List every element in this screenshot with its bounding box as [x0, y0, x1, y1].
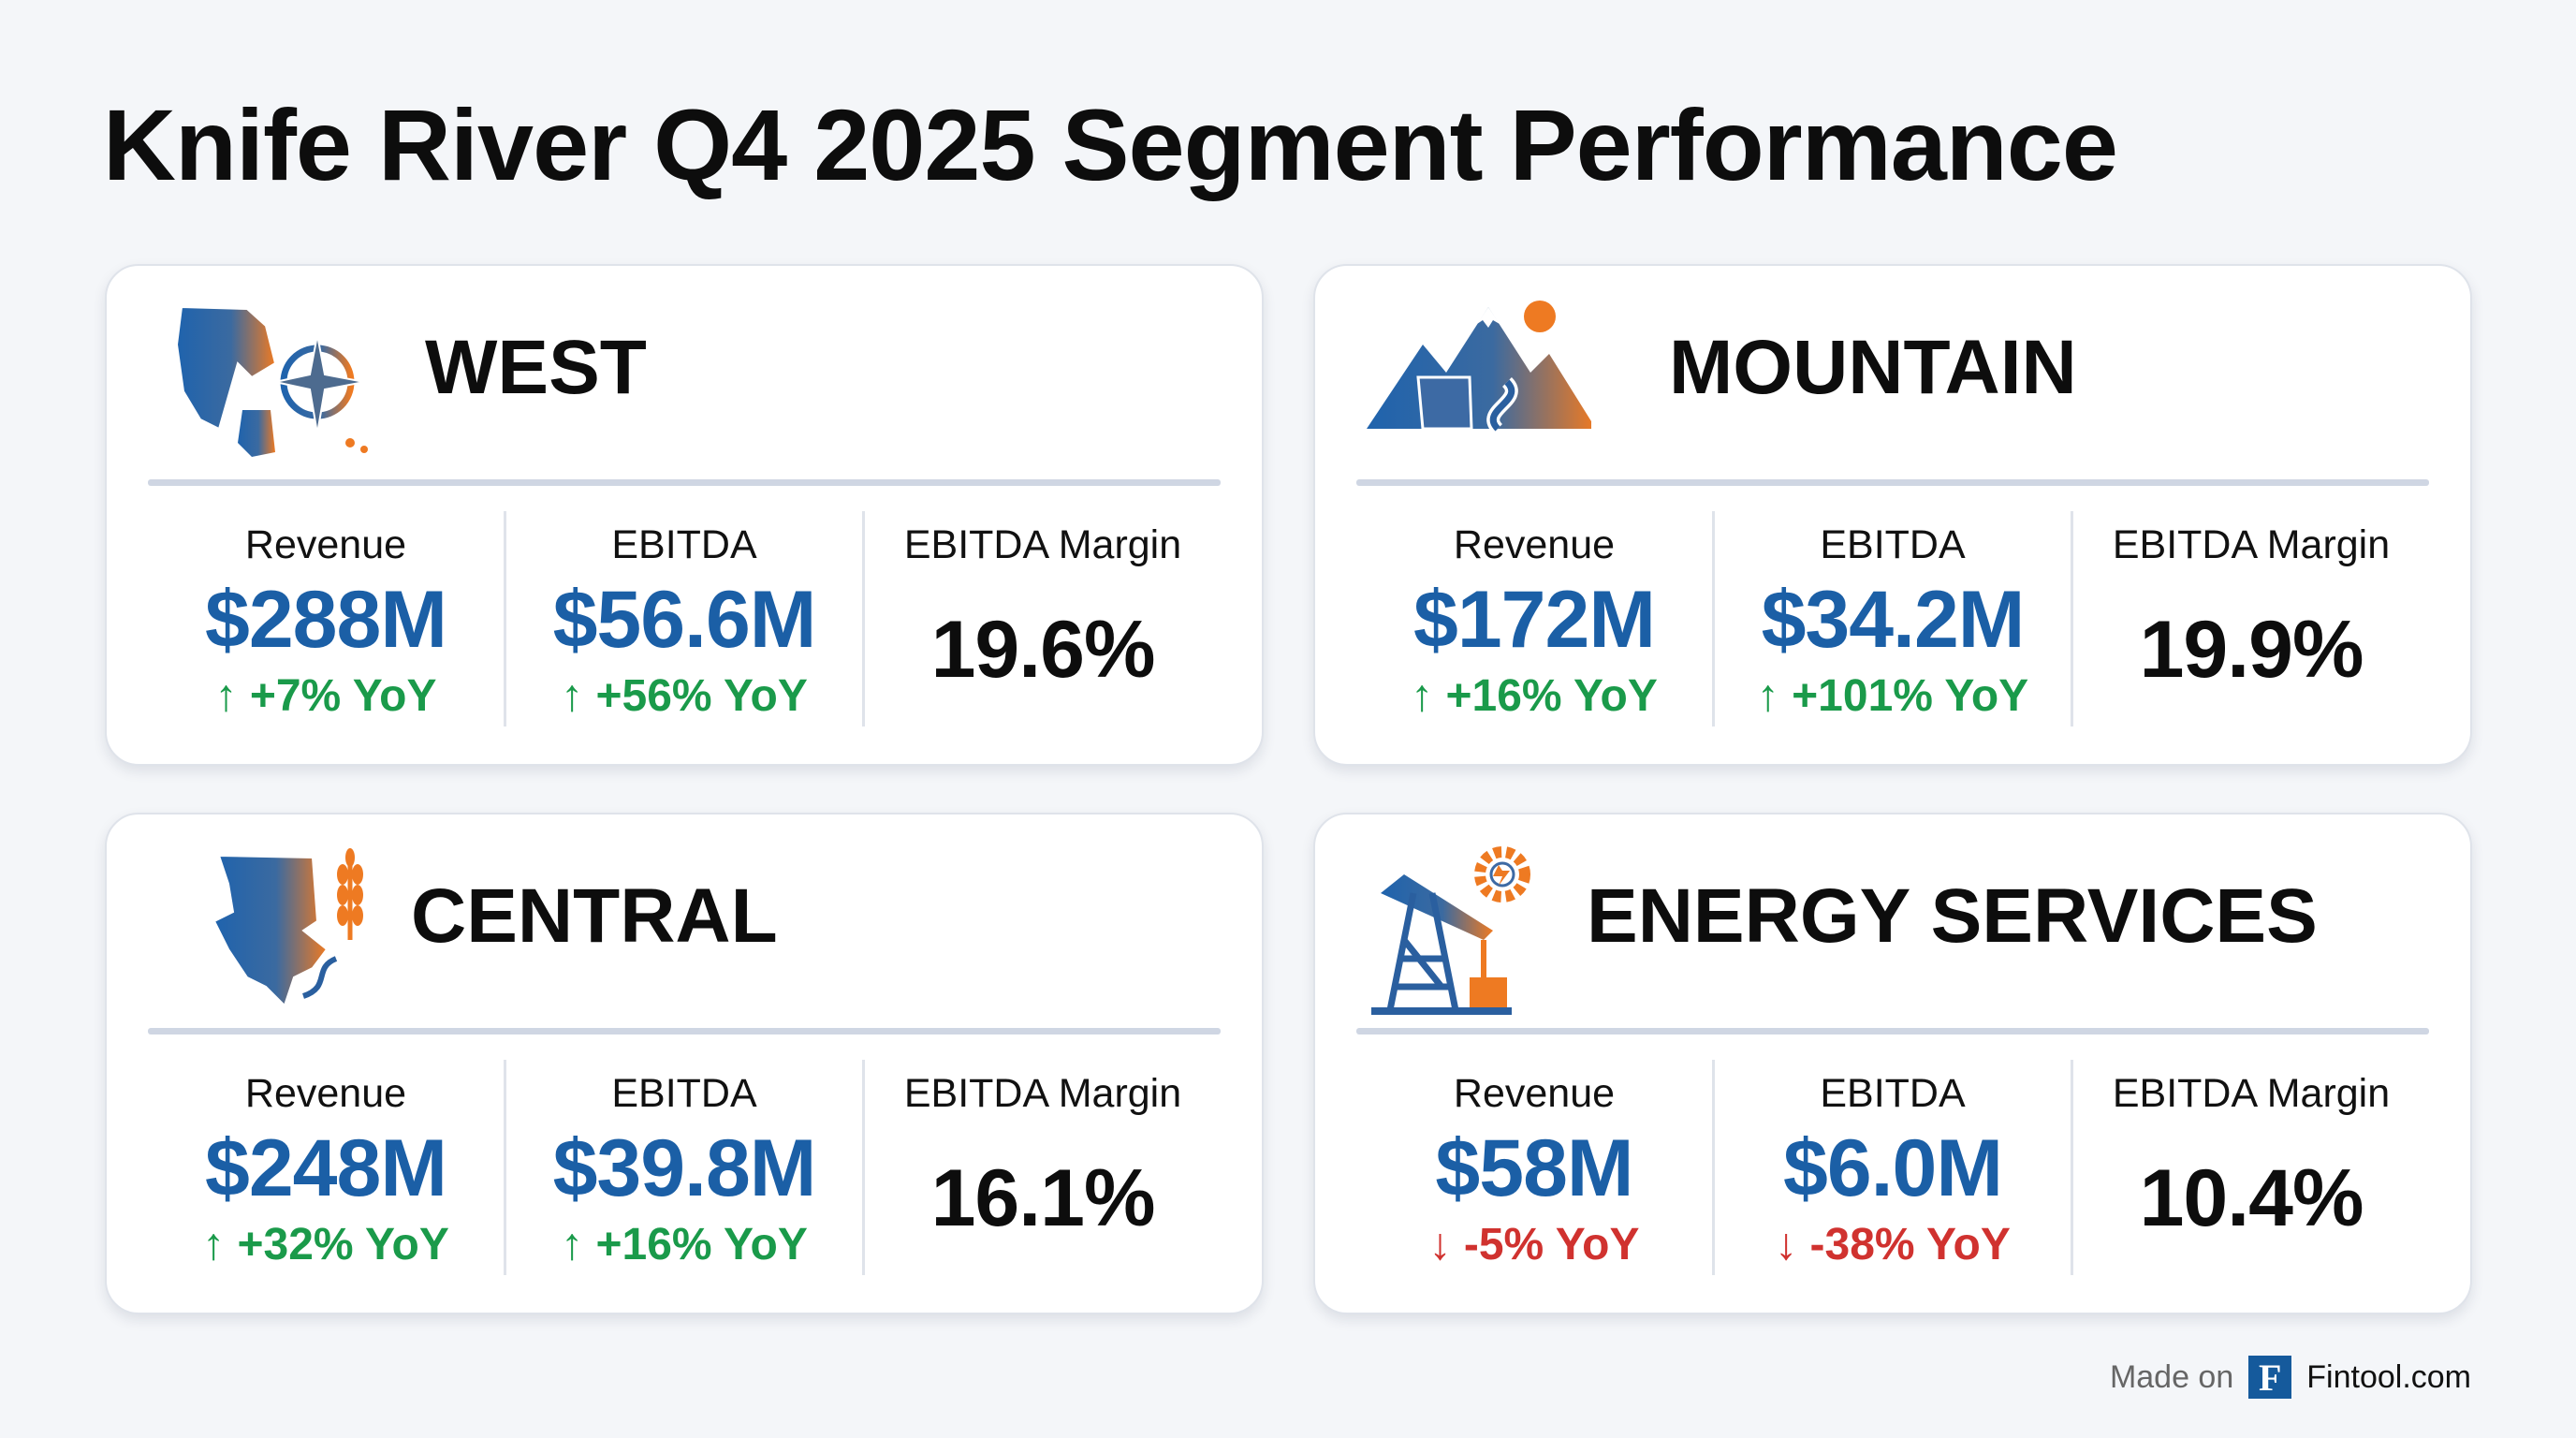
yoy-change: ↓ -38% YoY	[1715, 1219, 2071, 1270]
metric-ebitda: EBITDA $34.2M ↑ +101% YoY	[1712, 511, 2071, 726]
arrow-up-icon: ↑	[1411, 671, 1434, 721]
segment-title: ENERGY SERVICES	[1587, 873, 2318, 959]
metric-value: $248M	[205, 1123, 447, 1213]
metric-ebitda-margin: EBITDA Margin 16.1%	[862, 1060, 1221, 1275]
page-title: Knife River Q4 2025 Segment Performance	[103, 88, 2118, 201]
metric-label: EBITDA	[611, 522, 757, 567]
yoy-text: -5% YoY	[1463, 1220, 1640, 1269]
metric-revenue: Revenue $172M ↑ +16% YoY	[1356, 511, 1712, 726]
arrow-up-icon: ↑	[561, 1220, 584, 1269]
central-map-wheat-icon	[212, 848, 363, 1007]
yoy-change: ↑ +16% YoY	[1356, 670, 1712, 722]
metric-ebitda: EBITDA $56.6M ↑ +56% YoY	[504, 511, 862, 726]
made-on-text: Made on	[2109, 1358, 2234, 1395]
footer-attribution: Made on F Fintool.com	[2110, 1356, 2471, 1399]
metric-label: EBITDA	[611, 1071, 757, 1116]
metric-value: 16.1%	[930, 1153, 1156, 1243]
arrow-down-icon: ↓	[1775, 1220, 1798, 1269]
metric-revenue: Revenue $58M ↓ -5% YoY	[1356, 1060, 1712, 1275]
yoy-text: -38% YoY	[1809, 1220, 2011, 1269]
metric-label: EBITDA Margin	[2112, 1071, 2391, 1116]
metric-ebitda-margin: EBITDA Margin 19.9%	[2071, 511, 2429, 726]
metric-value: $172M	[1413, 575, 1656, 665]
metric-label: Revenue	[244, 1071, 407, 1116]
arrow-up-icon: ↑	[202, 1220, 226, 1269]
metric-revenue: Revenue $288M ↑ +7% YoY	[148, 511, 504, 726]
segment-title: WEST	[425, 325, 647, 410]
segment-title: CENTRAL	[411, 873, 778, 959]
metric-ebitda-margin: EBITDA Margin 10.4%	[2071, 1060, 2429, 1275]
metric-value: 10.4%	[2139, 1153, 2364, 1243]
metric-label: Revenue	[1453, 1071, 1616, 1116]
yoy-text: +101% YoY	[1792, 671, 2029, 721]
divider	[1356, 479, 2429, 486]
metric-ebitda: EBITDA $6.0M ↓ -38% YoY	[1712, 1060, 2071, 1275]
yoy-text: +32% YoY	[237, 1220, 449, 1269]
fintool-logo: F	[2248, 1356, 2292, 1399]
fintool-link[interactable]: Fintool.com	[2306, 1358, 2471, 1395]
yoy-text: +7% YoY	[249, 671, 437, 721]
segment-card-west: WEST Revenue $288M ↑ +7% YoY EBITDA $56.…	[105, 264, 1264, 766]
segment-card-mountain: MOUNTAIN Revenue $172M ↑ +16% YoY EBITDA…	[1313, 264, 2472, 766]
yoy-text: +16% YoY	[595, 1220, 808, 1269]
divider	[148, 1028, 1221, 1034]
metric-value: 19.9%	[2139, 605, 2364, 695]
metric-value: $34.2M	[1761, 575, 2026, 665]
metric-value: $58M	[1435, 1123, 1633, 1213]
yoy-change: ↑ +32% YoY	[148, 1219, 504, 1270]
metric-value: $6.0M	[1782, 1123, 2003, 1213]
oil-pump-gear-icon	[1371, 846, 1530, 1015]
metric-value: 19.6%	[930, 605, 1156, 695]
metric-ebitda-margin: EBITDA Margin 19.6%	[862, 511, 1221, 726]
arrow-up-icon: ↑	[214, 671, 238, 721]
west-map-compass-icon	[175, 305, 368, 457]
arrow-down-icon: ↓	[1428, 1220, 1452, 1269]
mountain-river-icon	[1367, 301, 1591, 433]
yoy-change: ↑ +16% YoY	[506, 1219, 862, 1270]
metric-label: Revenue	[244, 522, 407, 567]
segment-card-energy-services: ENERGY SERVICES Revenue $58M ↓ -5% YoY E…	[1313, 813, 2472, 1314]
metric-label: EBITDA Margin	[903, 1071, 1182, 1116]
divider	[1356, 1028, 2429, 1034]
yoy-change: ↓ -5% YoY	[1356, 1219, 1712, 1270]
yoy-text: +56% YoY	[595, 671, 808, 721]
yoy-change: ↑ +7% YoY	[148, 670, 504, 722]
metric-label: Revenue	[1453, 522, 1616, 567]
yoy-change: ↑ +56% YoY	[506, 670, 862, 722]
segment-title: MOUNTAIN	[1669, 325, 2077, 410]
yoy-change: ↑ +101% YoY	[1715, 670, 2071, 722]
metric-value: $39.8M	[552, 1123, 817, 1213]
metric-revenue: Revenue $248M ↑ +32% YoY	[148, 1060, 504, 1275]
arrow-up-icon: ↑	[1756, 671, 1779, 721]
metric-ebitda: EBITDA $39.8M ↑ +16% YoY	[504, 1060, 862, 1275]
metric-value: $56.6M	[552, 575, 817, 665]
segment-card-central: CENTRAL Revenue $248M ↑ +32% YoY EBITDA …	[105, 813, 1264, 1314]
metric-label: EBITDA	[1820, 522, 1966, 567]
divider	[148, 479, 1221, 486]
yoy-text: +16% YoY	[1445, 671, 1658, 721]
metric-label: EBITDA Margin	[2112, 522, 2391, 567]
arrow-up-icon: ↑	[561, 671, 584, 721]
metric-label: EBITDA	[1820, 1071, 1966, 1116]
metric-label: EBITDA Margin	[903, 522, 1182, 567]
metric-value: $288M	[205, 575, 447, 665]
